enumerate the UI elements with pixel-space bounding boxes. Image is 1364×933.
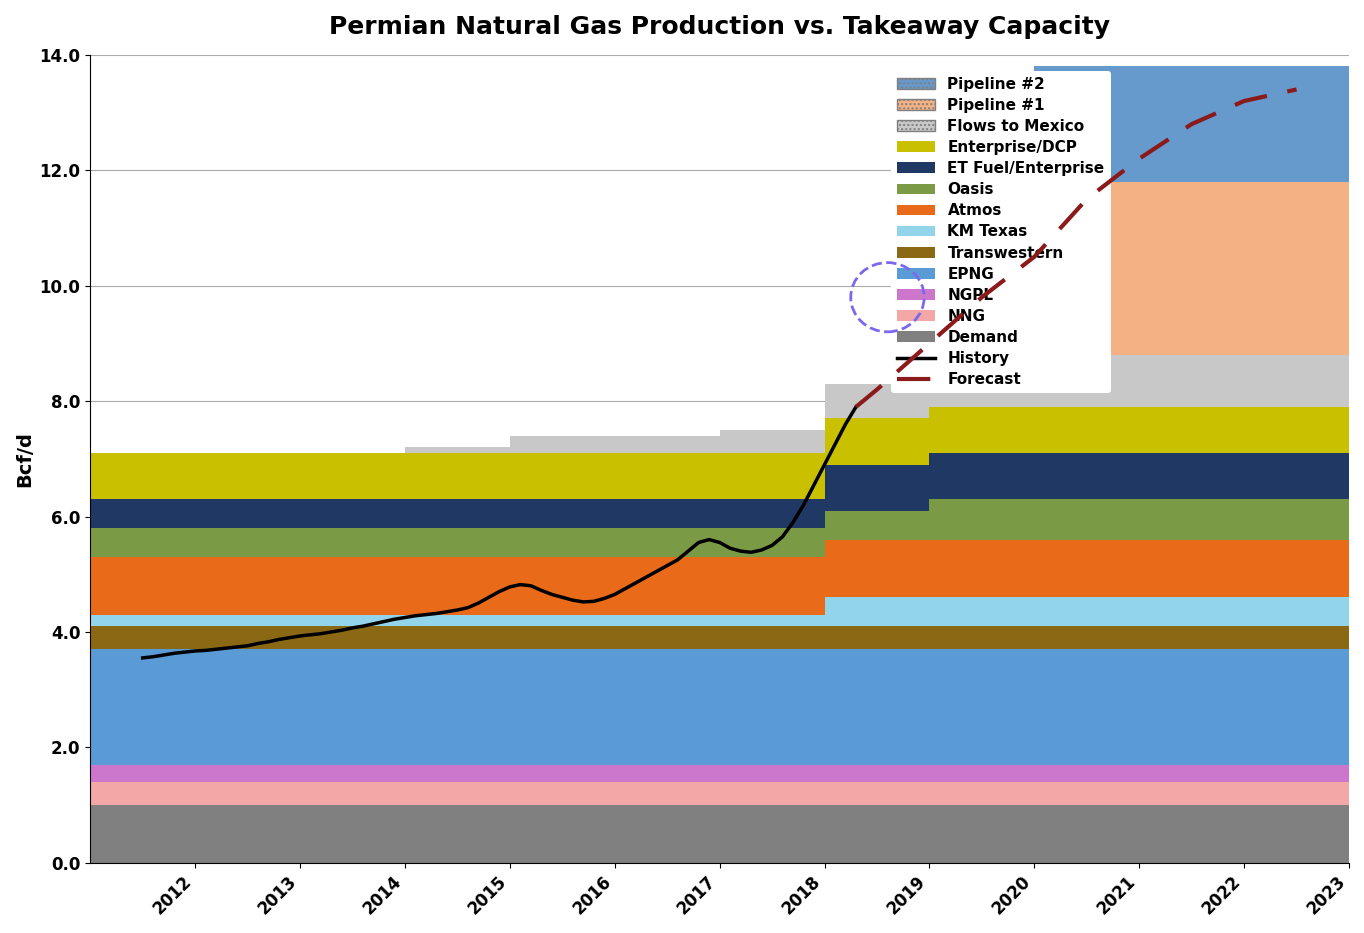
Forecast [974, 292, 990, 303]
History [271, 634, 288, 645]
Forecast [921, 338, 937, 349]
Forecast [1131, 153, 1147, 164]
History [229, 641, 246, 652]
History [187, 646, 203, 657]
Y-axis label: Bcf/d: Bcf/d [15, 431, 34, 487]
Forecast [1236, 95, 1252, 106]
Forecast [869, 384, 885, 396]
Title: Permian Natural Gas Production vs. Takeaway Capacity: Permian Natural Gas Production vs. Takea… [329, 15, 1110, 39]
Forecast [1079, 193, 1095, 204]
Line: History: History [143, 407, 857, 658]
History [376, 616, 393, 627]
History [544, 589, 561, 600]
Legend: Pipeline #2, Pipeline #1, Flows to Mexico, Enterprise/DCP, ET Fuel/Enterprise, O: Pipeline #2, Pipeline #1, Flows to Mexic… [891, 71, 1110, 394]
History [135, 652, 151, 663]
Forecast [1184, 118, 1200, 130]
Line: Forecast: Forecast [857, 90, 1297, 407]
Forecast [1026, 251, 1042, 262]
Forecast [848, 401, 865, 412]
History [366, 619, 382, 630]
History [848, 401, 865, 412]
Forecast [1289, 84, 1305, 95]
